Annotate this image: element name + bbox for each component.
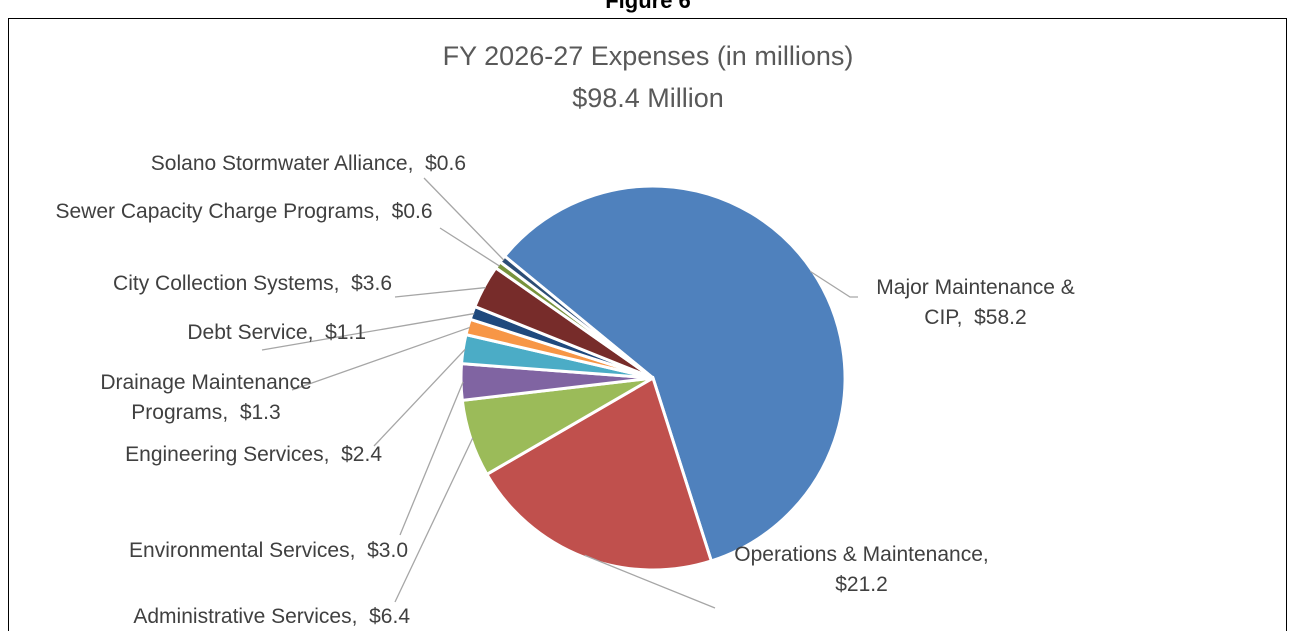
leader-line bbox=[423, 177, 505, 261]
data-label: Solano Stormwater Alliance, $0.6 bbox=[151, 149, 466, 179]
value-label: $21.2 bbox=[835, 573, 888, 596]
label-separator: , bbox=[323, 443, 342, 466]
leader-line bbox=[439, 227, 500, 267]
label-separator: , bbox=[222, 401, 240, 424]
value-label: $1.3 bbox=[239, 401, 281, 424]
data-label: City Collection Systems, $3.6 bbox=[113, 269, 392, 299]
label-separator: , bbox=[333, 272, 352, 295]
label-separator: , bbox=[349, 539, 368, 562]
pie-slice bbox=[502, 184, 847, 563]
leader-line bbox=[373, 348, 466, 447]
leader-line bbox=[394, 286, 486, 298]
leader-line bbox=[809, 270, 858, 298]
leader-line bbox=[399, 381, 464, 536]
label-separator: , bbox=[982, 543, 1001, 566]
category-name: Drainage Maintenance Programs bbox=[100, 371, 318, 424]
chart-subtitle: $98.4 Million bbox=[572, 83, 724, 113]
category-name: Sewer Capacity Charge Programs bbox=[55, 200, 375, 223]
value-label: $0.6 bbox=[425, 152, 466, 175]
value-label: $3.0 bbox=[367, 539, 408, 562]
leader-line bbox=[394, 437, 474, 603]
category-name: Operations & Maintenance bbox=[734, 543, 983, 566]
data-label: Administrative Services, $6.4 bbox=[133, 602, 410, 632]
category-name: Major Maintenance & CIP bbox=[876, 276, 1081, 329]
data-label: Debt Service, $1.1 bbox=[187, 318, 366, 348]
value-label: $1.1 bbox=[325, 321, 366, 344]
data-label: Drainage Maintenance Programs, $1.3 bbox=[66, 368, 346, 428]
chart-title: FY 2026-27 Expenses (in millions) bbox=[443, 41, 854, 71]
category-name: Solano Stormwater Alliance bbox=[150, 152, 408, 175]
label-separator: , bbox=[351, 605, 370, 628]
category-name: Environmental Services bbox=[129, 539, 350, 562]
value-label: $3.6 bbox=[351, 272, 392, 295]
data-label: Engineering Services, $2.4 bbox=[125, 440, 382, 470]
label-separator: , bbox=[407, 152, 426, 175]
category-name: Administrative Services bbox=[133, 605, 352, 628]
value-label: $58.2 bbox=[974, 306, 1027, 329]
data-label: Sewer Capacity Charge Programs, $0.6 bbox=[34, 197, 454, 227]
label-separator: , bbox=[374, 200, 392, 223]
leader-line bbox=[261, 312, 475, 351]
category-name: City Collection Systems bbox=[113, 272, 334, 295]
leader-line bbox=[291, 326, 471, 391]
data-label: Operations & Maintenance, $21.2 bbox=[734, 540, 989, 600]
value-label: $2.4 bbox=[341, 443, 382, 466]
category-name: Engineering Services bbox=[125, 443, 324, 466]
leader-line bbox=[584, 554, 716, 609]
value-label: $0.6 bbox=[391, 200, 433, 223]
figure-label: Figure 6 bbox=[605, 0, 691, 13]
label-separator: , bbox=[307, 321, 326, 344]
label-separator: , bbox=[956, 306, 975, 329]
data-label: Major Maintenance & CIP, $58.2 bbox=[858, 273, 1093, 333]
pie-slice bbox=[484, 375, 714, 572]
category-name: Debt Service bbox=[187, 321, 308, 344]
value-label: $6.4 bbox=[369, 605, 410, 628]
data-label: Environmental Services, $3.0 bbox=[129, 536, 408, 566]
